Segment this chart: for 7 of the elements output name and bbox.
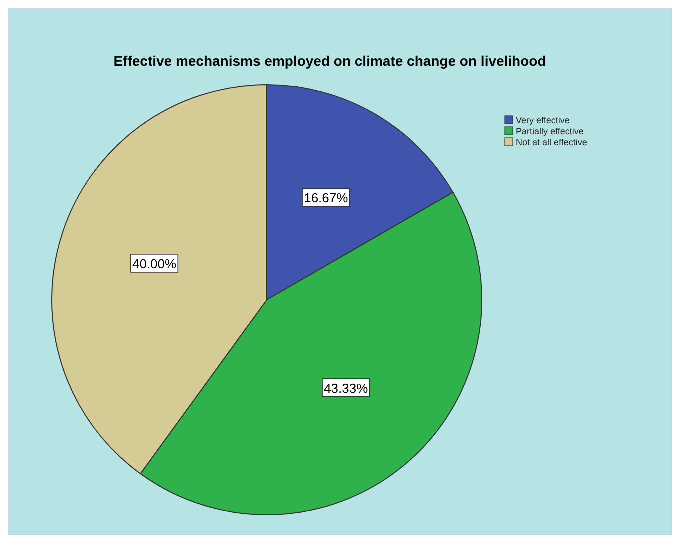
chart-title: Effective mechanisms employed on climate change on livelihood — [114, 53, 546, 69]
legend-label: Not at all effective — [516, 138, 588, 148]
legend-label: Partially effective — [516, 126, 584, 136]
data-label: 16.67% — [304, 190, 349, 206]
data-label: 40.00% — [132, 256, 178, 272]
legend-label: Very effective — [516, 116, 570, 126]
data-label: 43.33% — [324, 380, 369, 396]
